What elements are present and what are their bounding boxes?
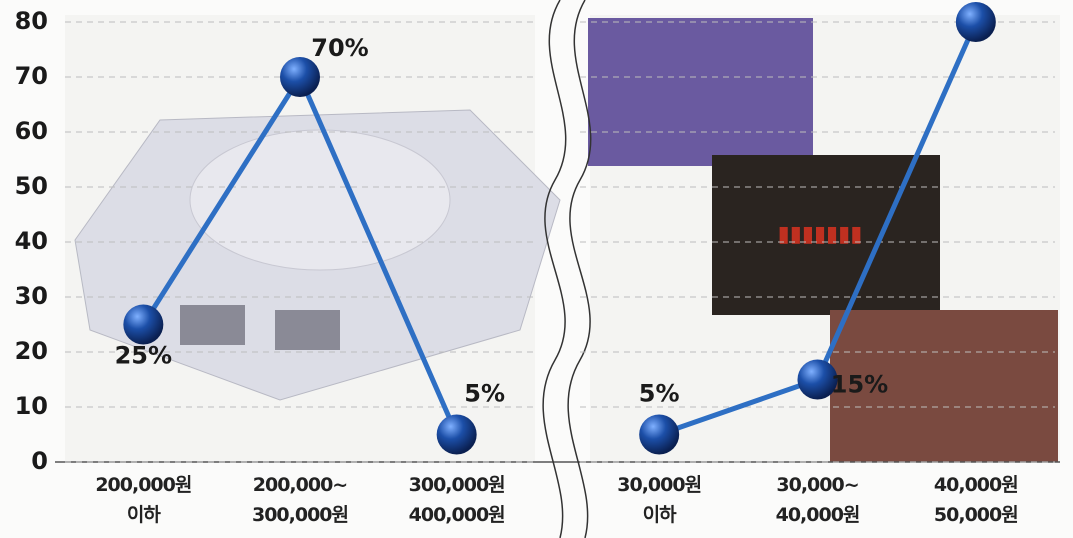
value-label: 5% [639, 380, 680, 408]
x-tick-label: 300,000원 400,000원 [408, 474, 506, 526]
value-label: 5% [464, 380, 505, 408]
game-cover [712, 155, 940, 315]
y-tick-label: 40 [15, 227, 48, 255]
x-tick-label: 40,000원 50,000원 [933, 474, 1019, 526]
y-tick-label: 0 [31, 447, 48, 475]
x-tick-label: 200,000원 이하 [95, 474, 192, 526]
y-tick-label: 60 [15, 117, 48, 145]
y-tick-label: 80 [15, 7, 48, 35]
console-slot [275, 310, 340, 350]
game-cover [588, 18, 813, 166]
cover-art: ▮▮▮▮▮▮▮ [778, 222, 863, 247]
y-tick-label: 20 [15, 337, 48, 365]
value-label: 25% [115, 342, 172, 370]
console-lid [189, 129, 451, 271]
game-cover [830, 310, 1058, 462]
y-tick-label: 30 [15, 282, 48, 310]
point [639, 414, 680, 455]
y-tick-label: 10 [15, 392, 48, 420]
value-label: 15% [831, 371, 888, 399]
y-tick-label: 70 [15, 62, 48, 90]
point [280, 57, 320, 97]
console-slot [180, 305, 245, 345]
x-tick-label: 30,000~ 40,000원 [775, 474, 861, 526]
point [955, 2, 996, 42]
point [123, 304, 164, 345]
point [436, 414, 477, 455]
axis-break [567, 0, 592, 538]
point [797, 359, 838, 400]
x-tick-label: 30,000원 이하 [617, 474, 702, 526]
value-label: 70% [311, 34, 368, 62]
axis-break [542, 0, 567, 538]
y-tick-label: 50 [15, 172, 48, 200]
x-tick-label: 200,000~ 300,000원 [251, 474, 349, 526]
